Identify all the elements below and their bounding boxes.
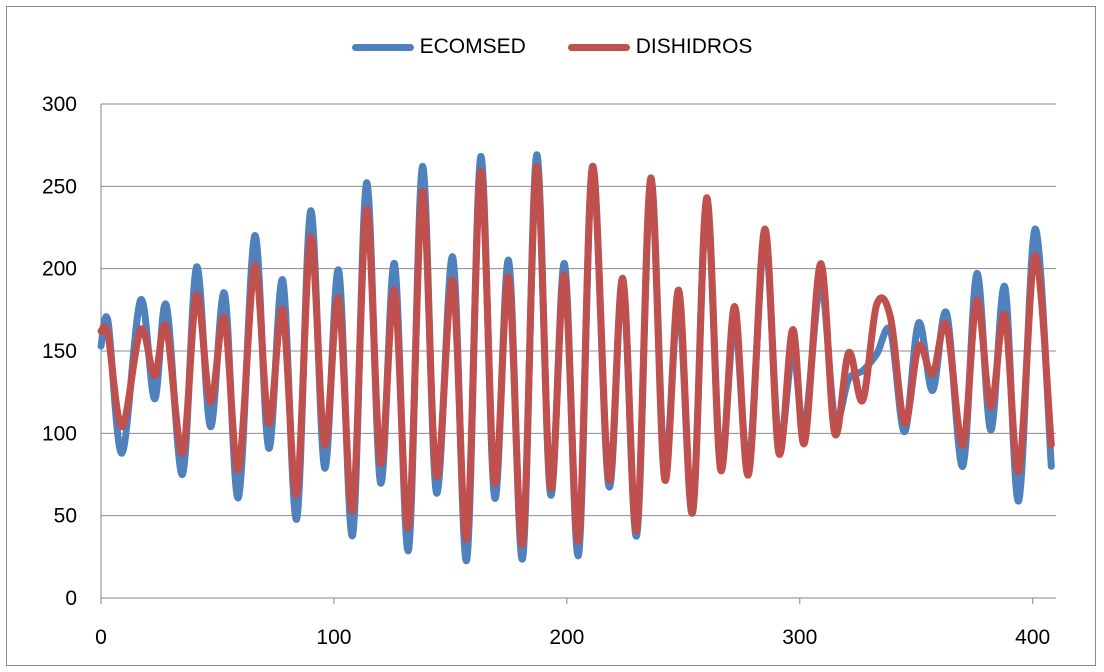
legend-swatch-ecomsed	[351, 43, 414, 51]
chart-legend: ECOMSED DISHIDROS	[0, 30, 1104, 64]
x-tick-label-200: 200	[549, 626, 584, 649]
x-tick-label-0: 0	[95, 626, 107, 649]
y-tick-label-0: 0	[65, 587, 77, 610]
legend-item-dishidros: DISHIDROS	[567, 35, 753, 59]
y-tick-label-200: 200	[42, 258, 77, 281]
series-line-dishidros	[97, 163, 1055, 548]
y-tick-label-250: 250	[42, 175, 77, 198]
y-tick-label-100: 100	[42, 422, 77, 445]
legend-label-ecomsed: ECOMSED	[419, 35, 526, 58]
x-tick-label-300: 300	[782, 626, 817, 649]
x-tick-label-400: 400	[1015, 626, 1050, 649]
y-tick-label-150: 150	[42, 340, 77, 363]
x-tick-label-100: 100	[316, 626, 351, 649]
legend-swatch-dishidros	[567, 43, 630, 51]
legend-item-ecomsed: ECOMSED	[351, 35, 526, 59]
y-tick-label-50: 50	[54, 505, 77, 528]
y-tick-label-300: 300	[42, 93, 77, 116]
legend-label-dishidros: DISHIDROS	[635, 35, 753, 58]
